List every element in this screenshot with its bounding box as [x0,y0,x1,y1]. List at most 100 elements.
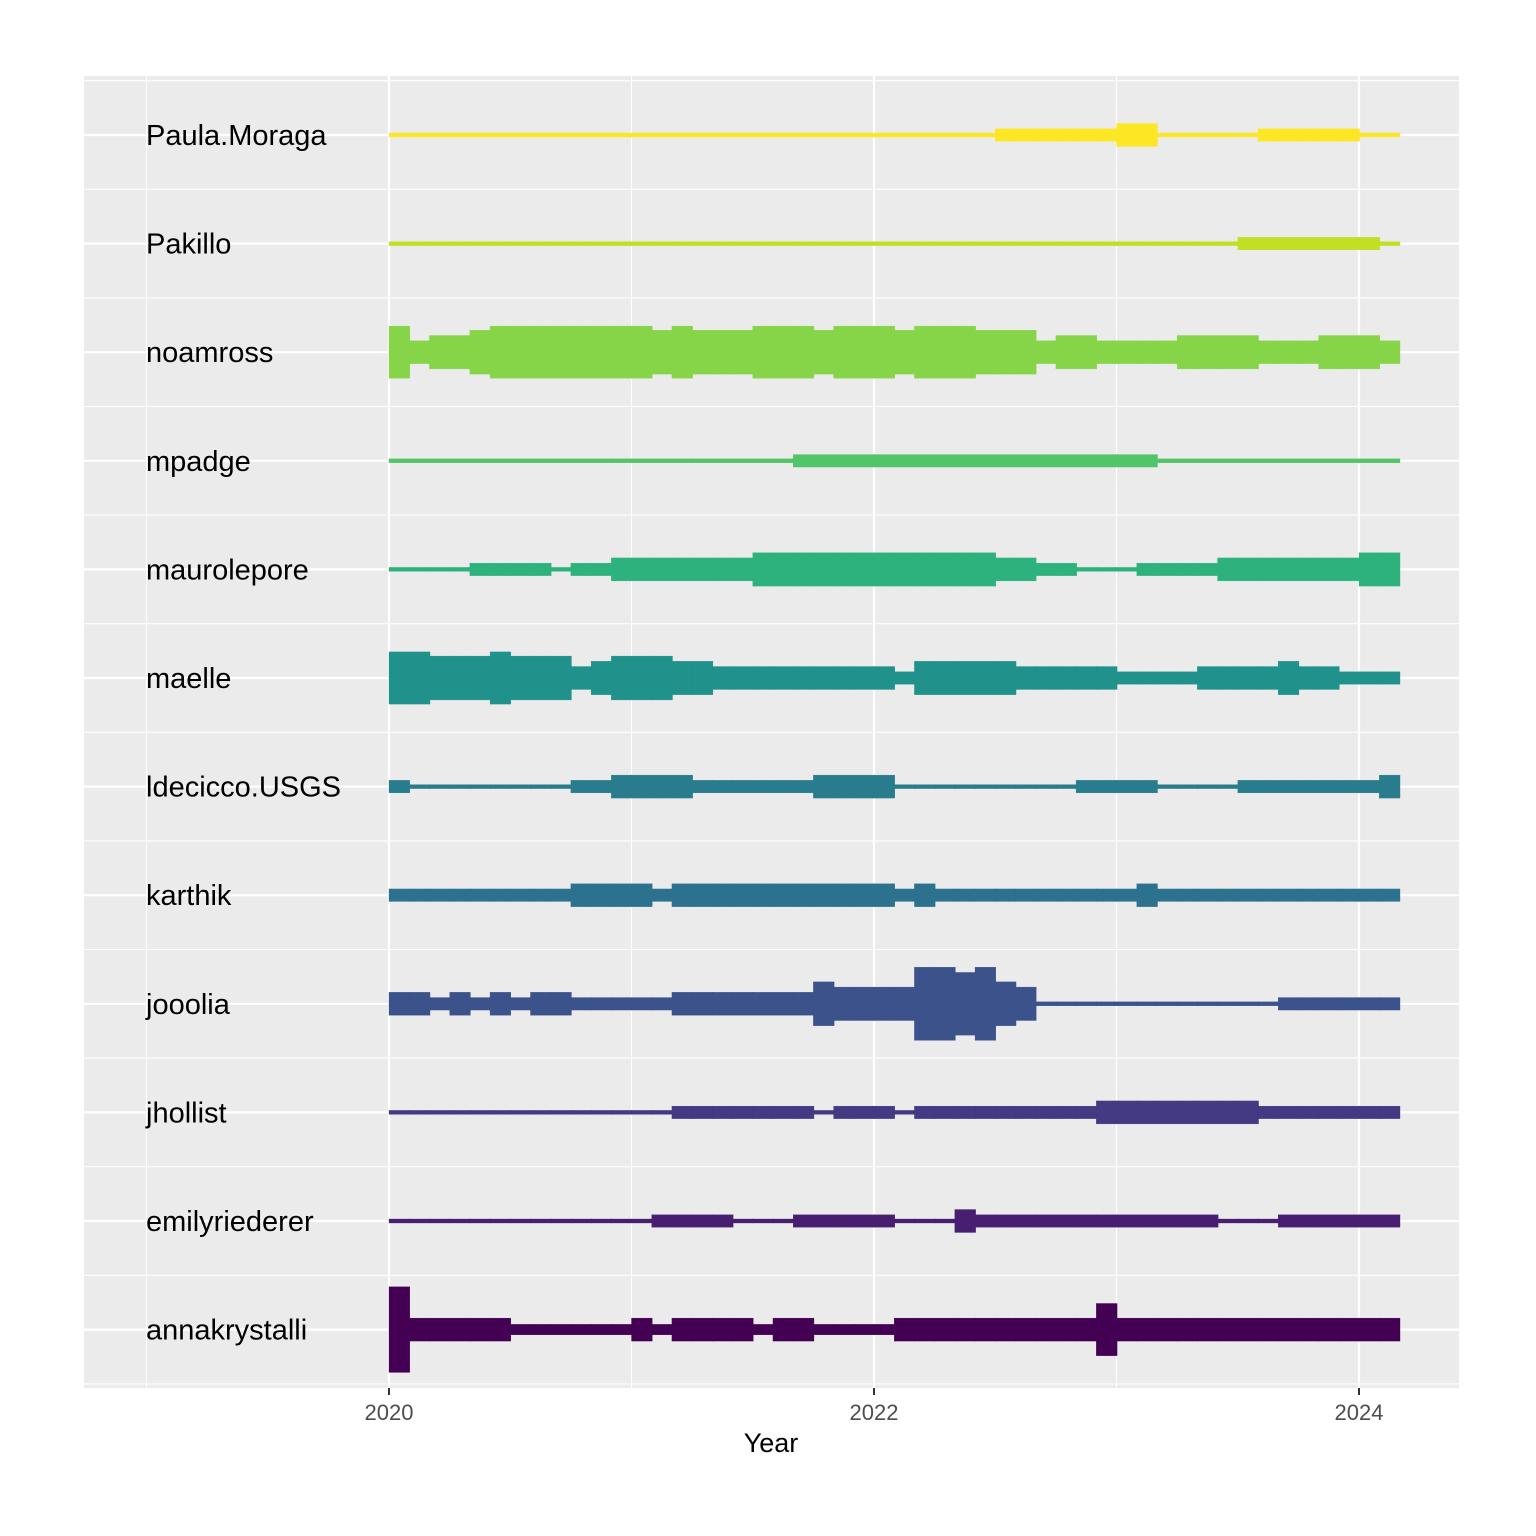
bar-segment [813,1324,835,1335]
bar-segment [429,888,451,902]
bar-segment [752,780,774,794]
bar-segment [974,1214,997,1228]
bar-segment [449,888,471,902]
bar-segment [469,562,491,576]
bar-segment [1318,888,1340,902]
bar-segment [1156,671,1178,685]
bar-segment [1075,454,1098,468]
bar-segment [550,888,572,902]
series-label: noamross [146,337,273,369]
bar-segment [691,330,714,375]
bar-segment [1237,1100,1259,1125]
bar-segment [1298,557,1320,582]
bar-segment [995,128,1017,142]
bar-segment [873,1105,895,1119]
bar-segment [530,241,552,246]
bar-segment [469,132,491,138]
bar-segment [873,666,895,690]
bar-segment [1116,1001,1138,1006]
bar-segment [1055,1214,1077,1228]
bar-segment [449,1218,471,1224]
bar-segment [1298,997,1320,1011]
bar-segment [1116,888,1138,902]
bar-segment [1136,780,1158,794]
bar-segment [469,655,491,701]
bar-segment [651,241,673,246]
bar-segment [651,458,673,463]
bar-segment [1075,1001,1098,1006]
bar-segment [1176,1001,1199,1006]
bar-segment [550,992,572,1016]
bar-segment [793,132,815,138]
bar-segment [853,774,875,799]
bar-segment [590,132,613,138]
bar-segment [671,132,693,138]
bar-segment [469,330,491,375]
bar-segment [1075,666,1098,690]
bar-segment [1015,1214,1037,1228]
bar-segment [550,1218,572,1224]
bar-segment [1136,241,1158,246]
bar-segment [429,655,451,701]
bar-segment [873,552,895,587]
bar-segment [1096,888,1118,902]
bar-segment [1257,458,1279,463]
bar-segment [651,997,673,1011]
bar-segment [1035,241,1057,246]
bar-segment [691,1105,714,1119]
bar-segment [1298,1317,1320,1342]
bar-segment [772,241,794,246]
bar-segment [611,1324,633,1335]
bar-segment [1318,666,1340,690]
bar-segment [752,883,774,907]
bar-segment [510,325,532,379]
bar-segment [1116,671,1138,685]
bar-segment [732,132,754,138]
bar-segment [530,1218,552,1224]
bar-segment [631,655,653,701]
bar-segment [1298,780,1320,794]
bar-segment [1197,335,1219,370]
bar-segment [954,972,976,1036]
bar-segment [813,981,835,1026]
bar-segment [429,1218,451,1224]
bar-segment [429,1110,451,1115]
bar-segment [1257,666,1279,690]
bar-segment [954,784,976,789]
bar-segment [1318,128,1340,142]
bar-segment [1278,888,1300,902]
bar-segment [833,1324,855,1335]
bar-segment [1278,128,1300,142]
series-label: Paula.Moraga [146,120,327,152]
bar-segment [1257,888,1279,902]
bar-segment [752,666,774,690]
bar-segment [671,325,693,379]
bar-segment [712,883,734,907]
bar-segment [691,1317,714,1342]
bar-segment [1318,557,1340,582]
bar-segment [590,1110,613,1115]
bar-segment [934,1105,956,1119]
bar-segment [1116,780,1138,794]
bar-segment [1156,458,1178,463]
bar-segment [651,1214,673,1228]
bar-segment [570,241,592,246]
bar-segment [1338,1105,1360,1119]
bar-segment [772,1218,794,1224]
bar-segment [1136,340,1158,364]
x-tick-label: 2022 [850,1400,899,1425]
bar-segment [712,458,734,463]
bar-segment [1055,666,1077,690]
bar-segment [853,132,875,138]
bar-segment [1096,241,1118,246]
bar-segment [1075,780,1098,794]
bar-segment [1075,1214,1098,1228]
bar-segment [954,552,976,587]
x-tick-label: 2024 [1335,1400,1384,1425]
bar-segment [1237,666,1259,690]
bar-segment [873,454,895,468]
bar-segment [712,1105,734,1119]
bar-segment [1217,666,1239,690]
bar-segment [1035,1317,1057,1342]
bar-segment [1136,671,1158,685]
